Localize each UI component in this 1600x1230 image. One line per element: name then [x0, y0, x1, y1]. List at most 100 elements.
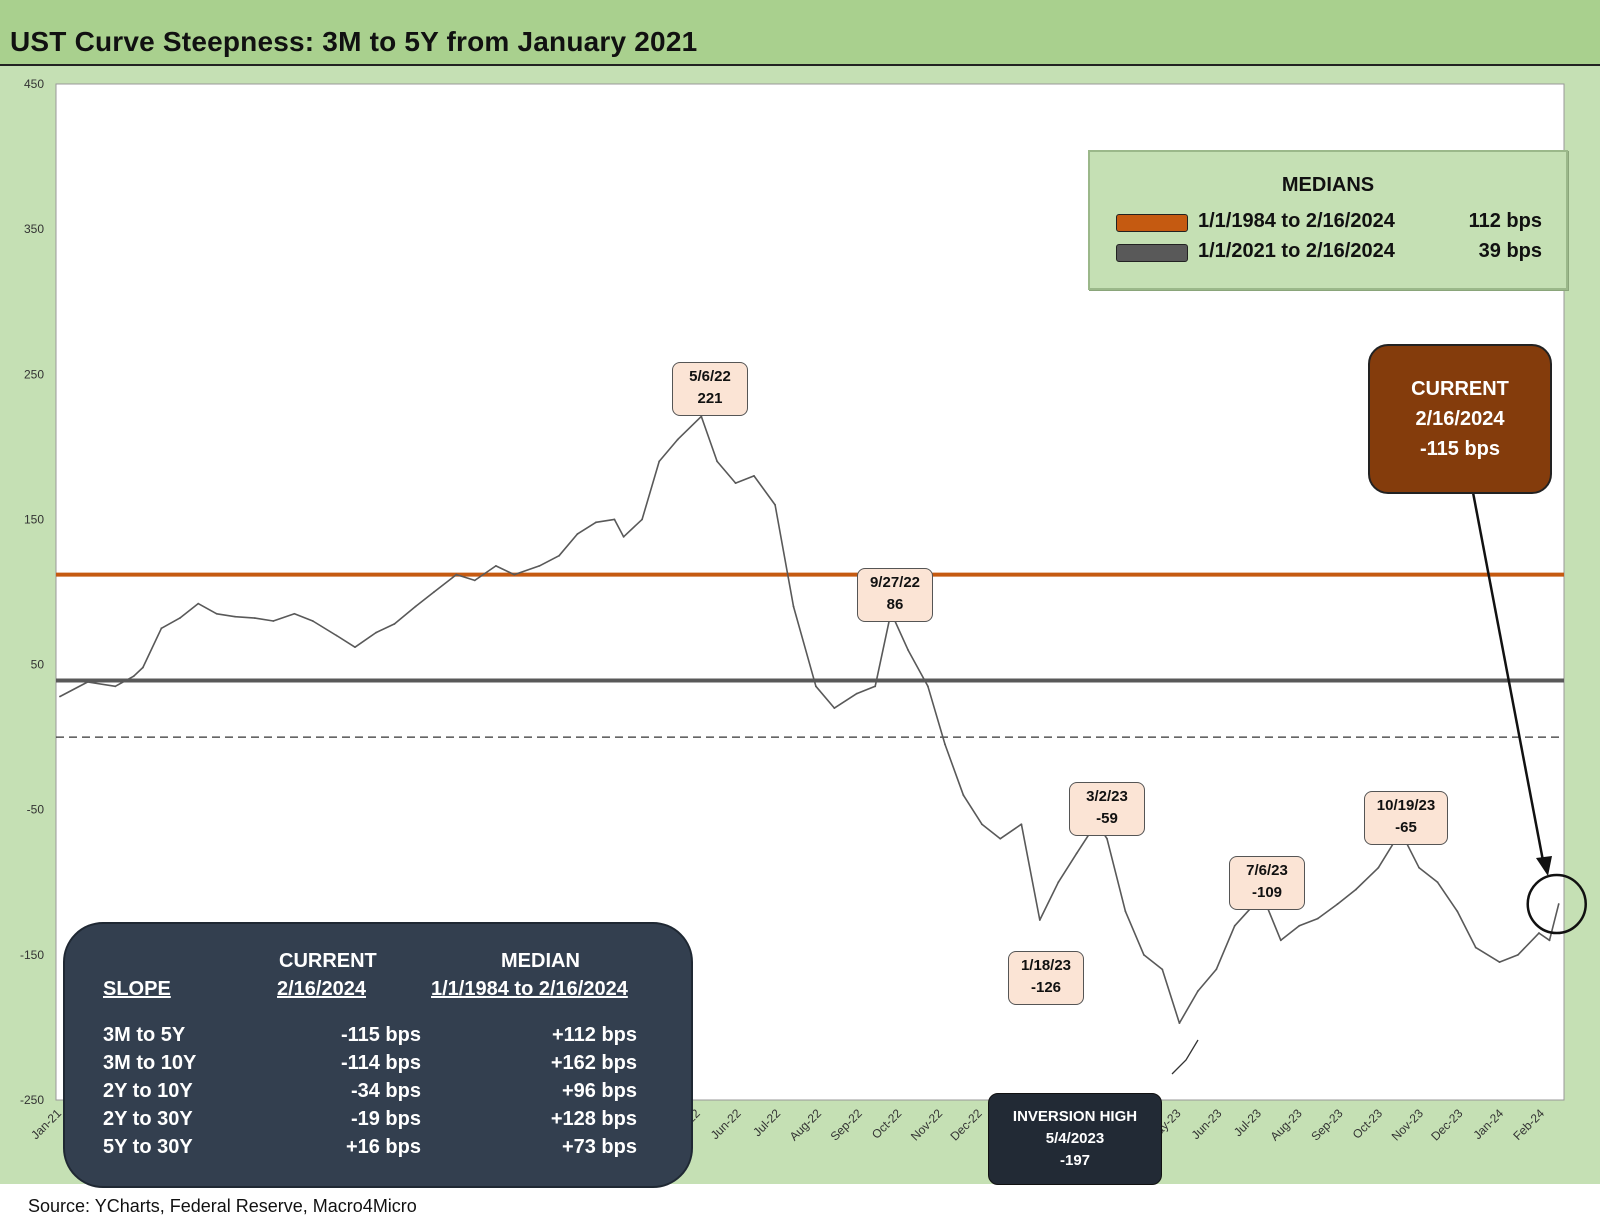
data-point [1196, 990, 1199, 993]
data-point [1298, 924, 1301, 927]
data-point [114, 685, 117, 688]
x-tick-label: Oct-23 [1350, 1106, 1386, 1142]
data-point [576, 533, 579, 535]
table-col-slope: SLOPE [103, 978, 171, 1000]
callout-jan-23: 1/18/23 -126 [1008, 951, 1084, 1005]
table-cell-median: +73 bps [561, 1136, 637, 1158]
data-point [142, 666, 144, 669]
data-point [907, 649, 910, 651]
data-point [558, 554, 561, 557]
data-point [393, 623, 396, 625]
x-tick-label: Nov-23 [1389, 1106, 1426, 1143]
x-tick-label: Nov-22 [908, 1106, 945, 1143]
inversion-high-box: INVERSION HIGH 5/4/2023 -197 [988, 1093, 1162, 1185]
data-point [234, 615, 237, 618]
data-point [999, 837, 1002, 840]
data-point [753, 474, 755, 477]
source-note: Source: YCharts, Federal Reserve, Macro4… [28, 1196, 417, 1216]
data-point [1106, 837, 1108, 840]
callout-value: -126 [1030, 979, 1062, 996]
data-point [253, 617, 256, 620]
data-point [1233, 924, 1236, 927]
legend-swatch-short [1116, 244, 1188, 262]
data-point [1038, 919, 1041, 921]
data-point [1474, 946, 1477, 949]
data-point [1178, 1022, 1181, 1024]
data-point [1355, 888, 1357, 891]
chart-title: UST Curve Steepness: 3M to 5Y from Janua… [10, 26, 698, 57]
data-point [433, 591, 435, 593]
data-point [293, 612, 296, 615]
x-tick-label: Sep-23 [1308, 1106, 1345, 1143]
chart-panel: 45035025015050-50-150-250Jan-21Feb-21Mar… [0, 66, 1600, 1188]
table-cell-current: -19 bps [350, 1108, 421, 1130]
table-cell-current: -115 bps [340, 1024, 421, 1046]
data-point [160, 627, 163, 630]
y-tick-label: 150 [24, 512, 44, 526]
current-box-line3: -115 bps [1419, 438, 1501, 460]
legend-label-short: 1/1/2021 to 2/16/2024 [1198, 240, 1395, 262]
table-cell-slope: 2Y to 10Y [103, 1080, 193, 1102]
data-point [792, 605, 795, 608]
data-point [595, 521, 597, 524]
table-cell-slope: 2Y to 30Y [103, 1108, 193, 1130]
data-point [1418, 866, 1421, 869]
data-point [734, 482, 737, 485]
data-point [494, 564, 497, 567]
data-point [716, 460, 719, 463]
data-point [272, 620, 275, 622]
data-point [1020, 823, 1023, 826]
data-point [815, 685, 817, 688]
data-point [944, 743, 946, 746]
table-cell-median: +128 bps [550, 1108, 637, 1130]
table-cell-median: +162 bps [550, 1052, 637, 1074]
data-point [1124, 910, 1127, 913]
data-point [1075, 852, 1078, 855]
data-point [538, 564, 541, 567]
data-point [833, 707, 836, 710]
table-col-current: 2/16/2024 [277, 978, 366, 1000]
series-line-3m-5y [59, 415, 1560, 1024]
callout-date: 7/6/23 [1246, 862, 1288, 879]
data-point [455, 573, 458, 576]
data-point [335, 634, 338, 637]
callout-value: -65 [1395, 819, 1417, 836]
data-point [774, 504, 776, 506]
legend-value-long: 112 bps [1468, 210, 1542, 232]
table-cell-current: +16 bps [345, 1136, 421, 1158]
inversion-line3: -197 [1059, 1152, 1091, 1169]
data-point [215, 612, 218, 615]
callout-date: 10/19/23 [1376, 797, 1436, 814]
x-tick-label: Jun-22 [708, 1106, 744, 1142]
data-point [1279, 939, 1282, 942]
table-cell-slope: 3M to 5Y [103, 1024, 186, 1046]
data-point [1538, 932, 1540, 934]
data-point [513, 573, 516, 576]
data-point [926, 685, 929, 688]
y-tick-label: 450 [24, 77, 44, 91]
data-point [178, 617, 181, 620]
data-point [613, 518, 616, 521]
callout-oct-23: 10/19/23 -65 [1364, 791, 1448, 845]
x-tick-label: Aug-23 [1267, 1106, 1304, 1143]
callout-value: -109 [1251, 884, 1283, 901]
data-point [1517, 953, 1519, 956]
x-tick-label: Jan-24 [1470, 1106, 1506, 1142]
table-col-median: 1/1/1984 to 2/16/2024 [431, 978, 628, 1000]
data-point [311, 620, 314, 622]
callout-mar-23: 3/2/23 -59 [1069, 782, 1145, 836]
table-cell-slope: 3M to 10Y [103, 1052, 197, 1074]
y-tick-label: 350 [24, 222, 44, 236]
data-point [354, 646, 356, 649]
slope-table: CURRENT MEDIAN SLOPE 2/16/2024 1/1/1984 … [63, 922, 693, 1188]
table-cell-current: -34 bps [350, 1080, 421, 1102]
data-point [473, 579, 476, 582]
x-tick-label: Dec-23 [1428, 1106, 1465, 1143]
callout-jul-23: 7/6/23 -109 [1229, 856, 1305, 910]
data-point [980, 823, 983, 826]
callout-date: 9/27/22 [869, 574, 921, 591]
data-point [132, 675, 135, 678]
table-cell-current: -114 bps [340, 1052, 421, 1074]
table-header-current: CURRENT [279, 950, 377, 972]
data-point [962, 794, 965, 797]
